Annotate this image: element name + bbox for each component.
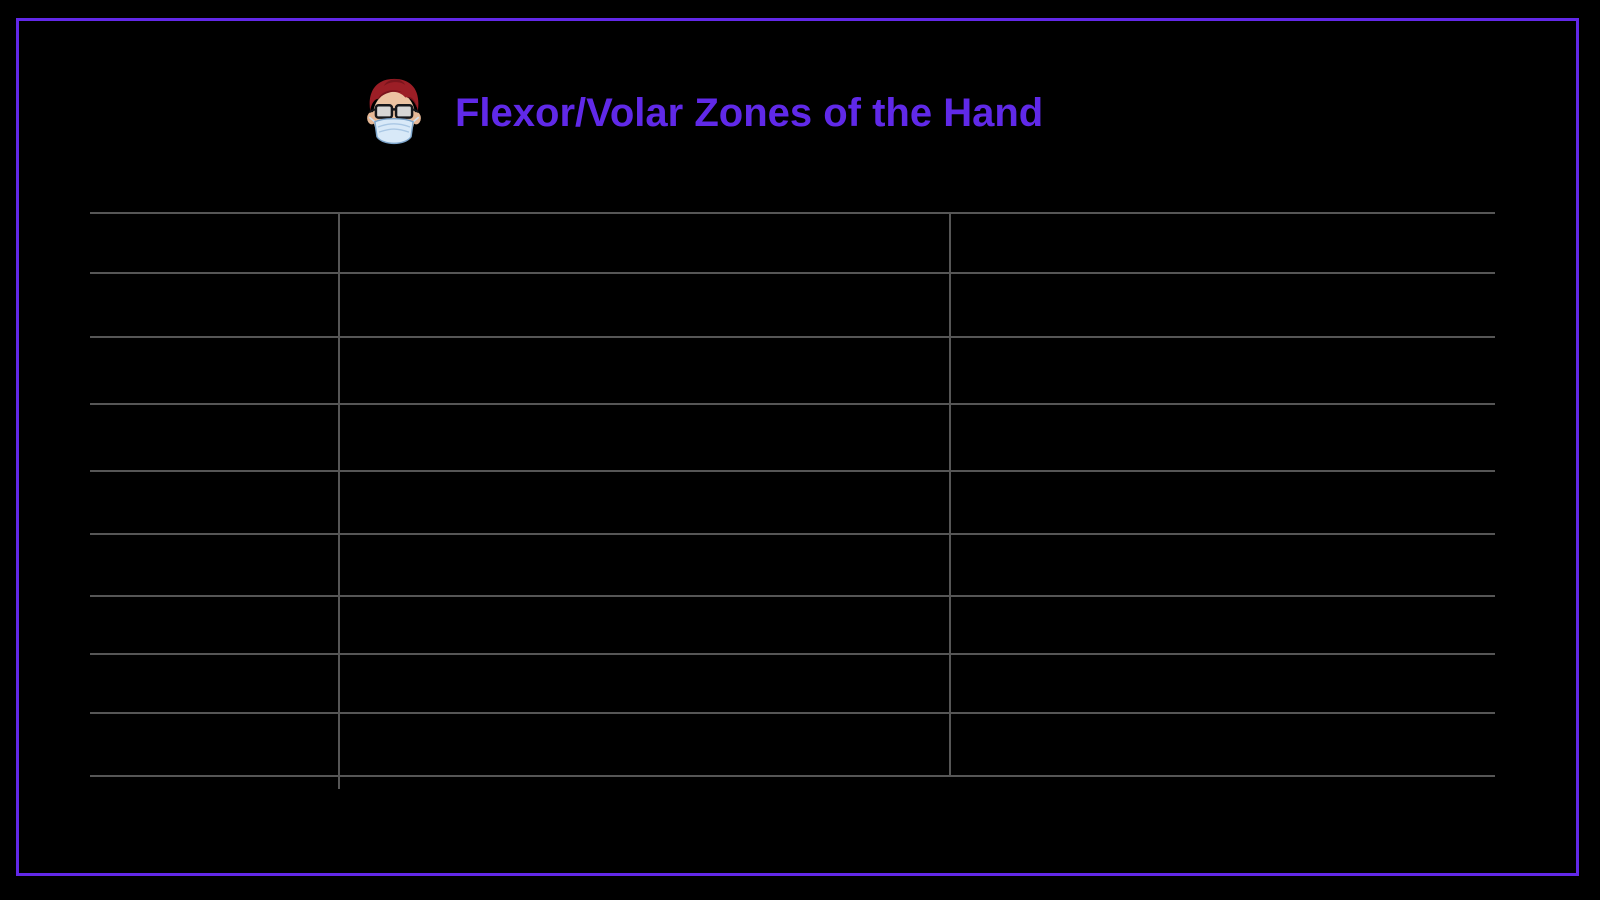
hair-shape [369,78,419,111]
table-cell-r7-c3 [951,597,1495,655]
table-cell-r4-c3 [951,405,1495,472]
header: Flexor/Volar Zones of the Hand [363,76,1043,150]
glasses-right-lens [394,104,414,119]
table-cell-r8-c1 [90,655,340,714]
divider-overshoot-tick [338,777,340,789]
table-cell-r4-c2 [340,405,951,472]
table-cell-r6-c3 [951,535,1495,597]
table-cell-r2-c2 [340,274,951,338]
table-cell-r7-c2 [340,597,951,655]
table-cell-r1-c1 [90,212,340,274]
table-cell-r5-c3 [951,472,1495,535]
zones-table [90,212,1495,789]
table-cell-r2-c1 [90,274,340,338]
masked-face-with-glasses-icon [367,78,421,145]
table-cell-r8-c3 [951,655,1495,714]
table-cell-r1-c2 [340,212,951,274]
table-cell-r5-c2 [340,472,951,535]
table-cell-r6-c2 [340,535,951,597]
table-cell-r3-c1 [90,338,340,405]
table-cell-r9-c2 [340,714,951,777]
table-cell-r3-c3 [951,338,1495,405]
table-cell-r9-c3 [951,714,1495,777]
table-cell-r1-c3 [951,212,1495,274]
table-cell-r8-c2 [340,655,951,714]
table-cell-r5-c1 [90,472,340,535]
page-border [16,18,1579,876]
table-cell-r4-c1 [90,405,340,472]
table-cell-r3-c2 [340,338,951,405]
table-cell-r6-c1 [90,535,340,597]
table-cell-r9-c1 [90,714,340,777]
glasses-left-lens [374,104,394,119]
table-cell-r2-c3 [951,274,1495,338]
table-cell-r7-c1 [90,597,340,655]
page-title: Flexor/Volar Zones of the Hand [455,91,1044,135]
